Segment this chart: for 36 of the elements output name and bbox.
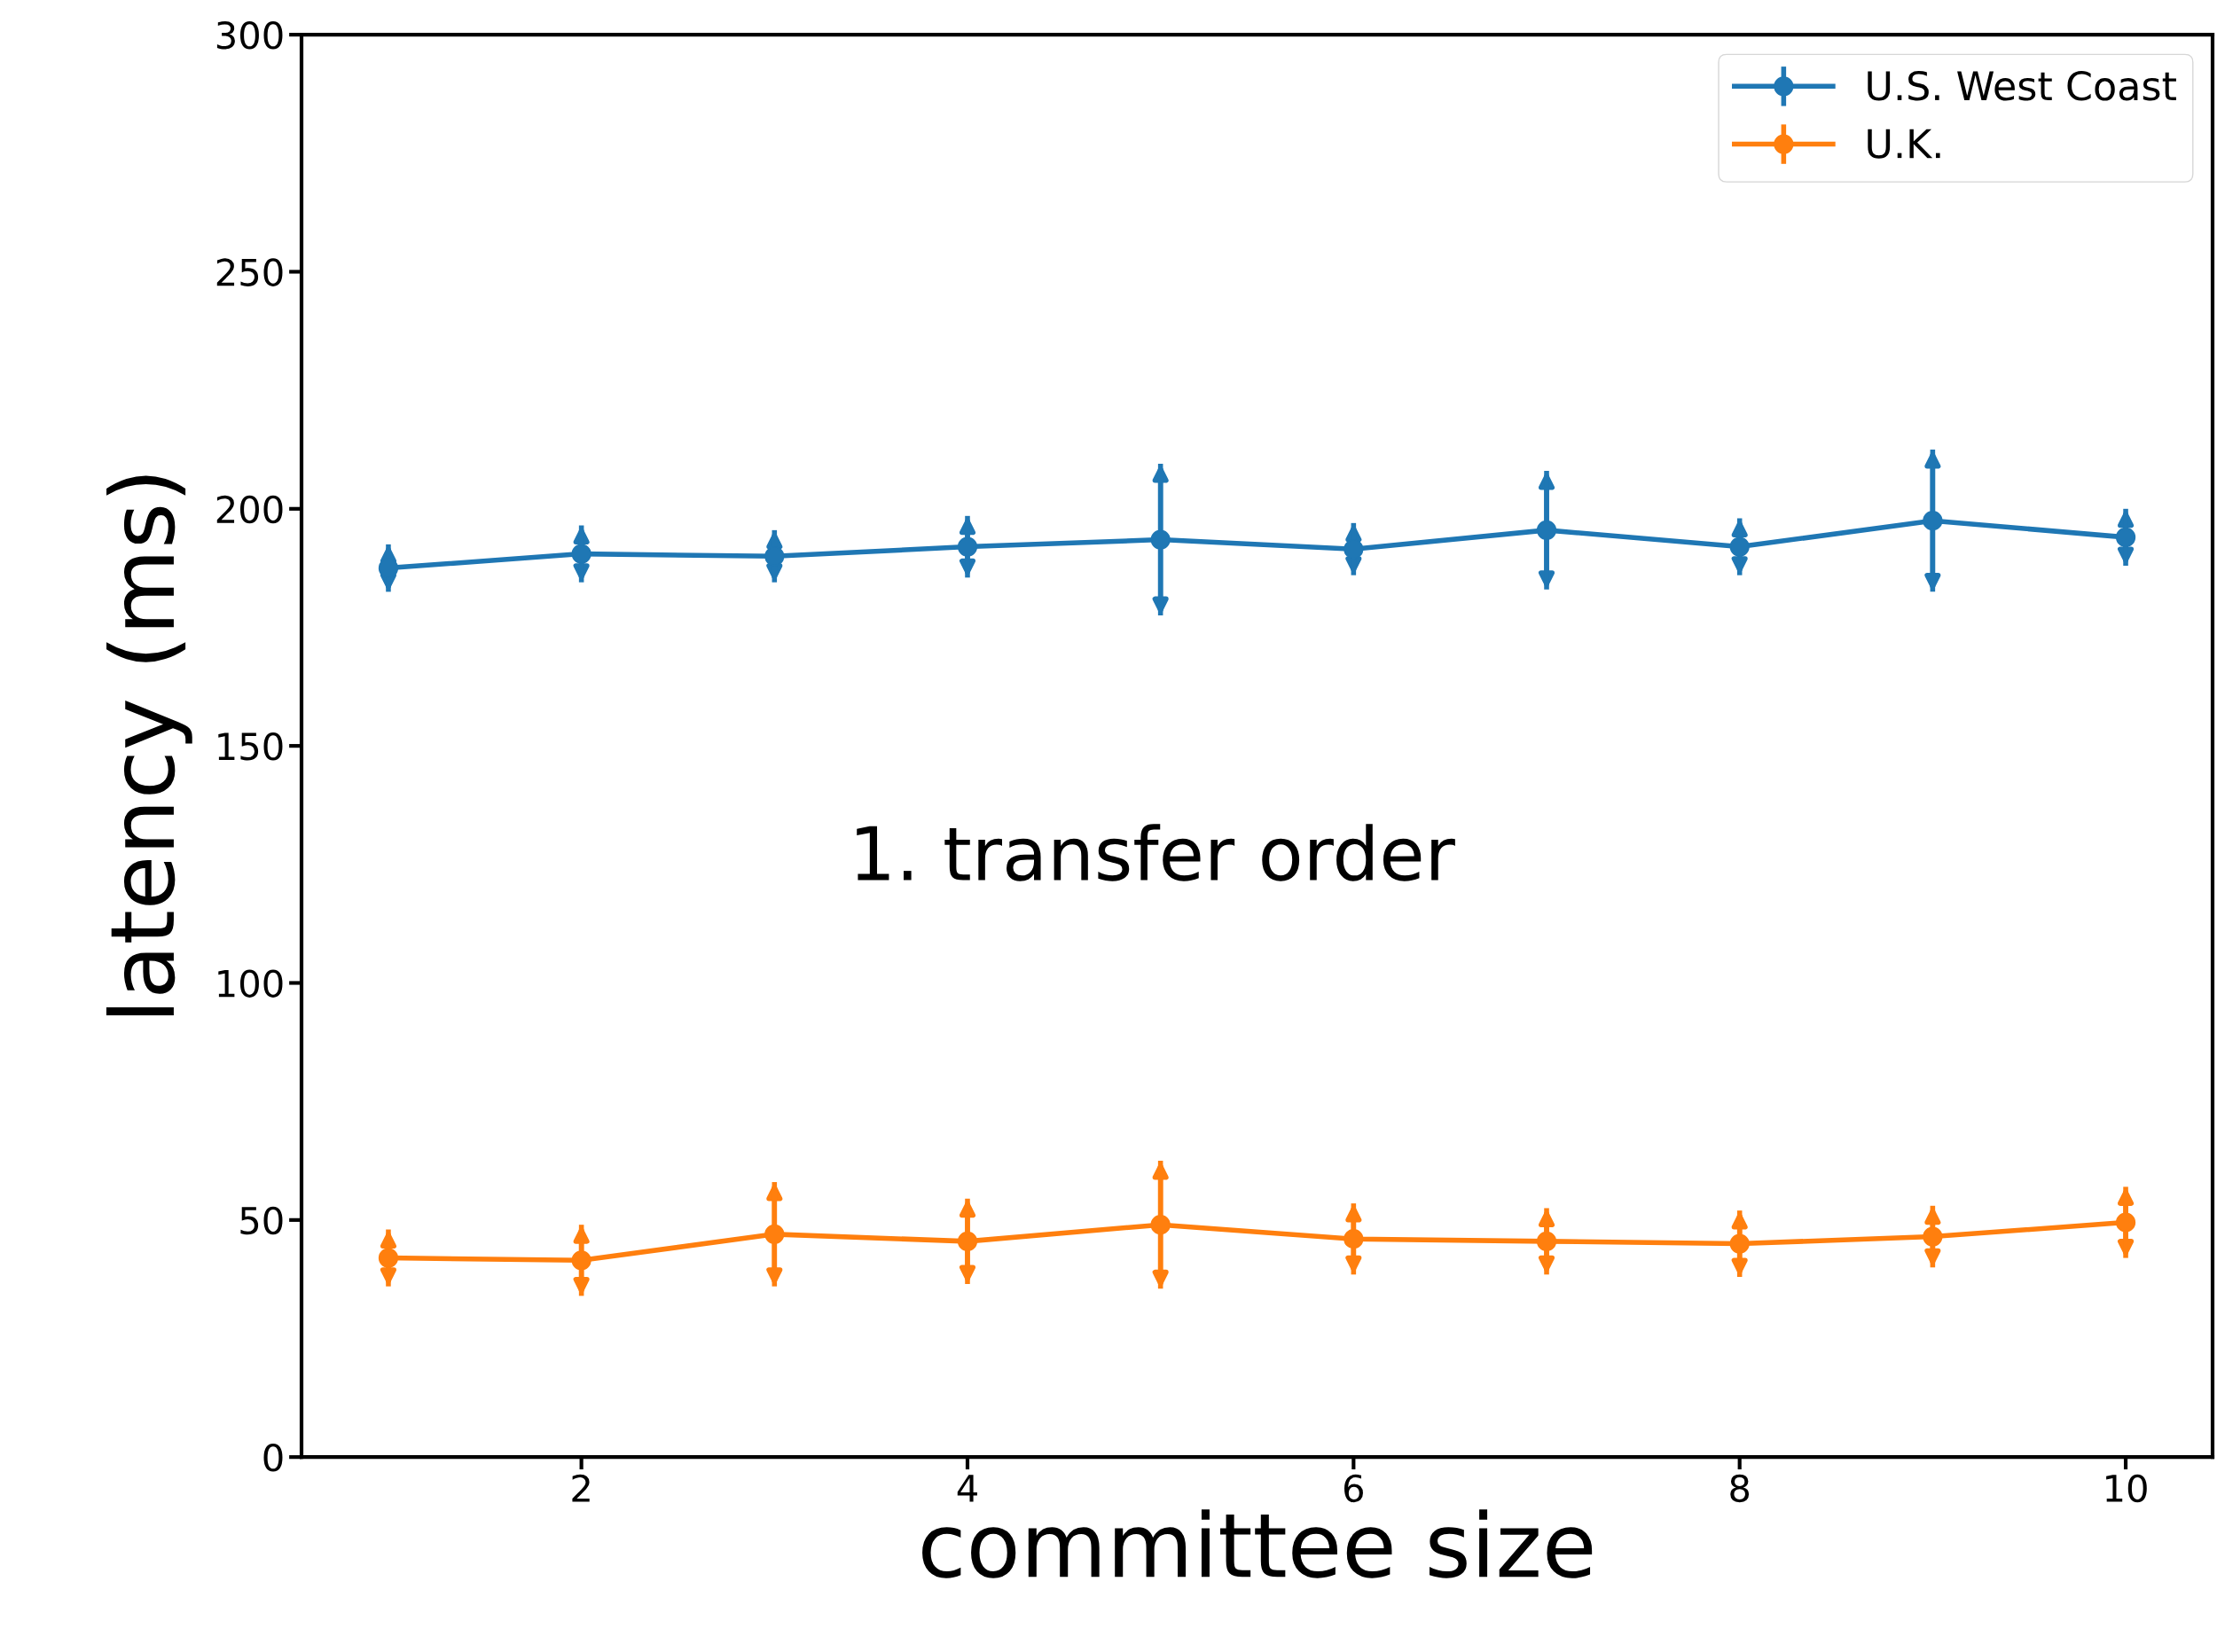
point (1150, 529, 1171, 550)
point (1344, 1229, 1364, 1249)
point (1923, 1226, 1943, 1247)
y-tick-label: 0 (263, 1444, 283, 1472)
point (957, 1231, 978, 1252)
point (1344, 539, 1364, 560)
y-axis-title: latency (ms) (106, 475, 192, 1016)
x-tick-label: 10 (2106, 1474, 2147, 1503)
point (1729, 536, 1750, 557)
x-tick-label: 2 (572, 1474, 590, 1502)
point (957, 536, 978, 557)
y-tick-label: 200 (216, 495, 283, 524)
y-tick-label: 50 (240, 1206, 283, 1235)
point (764, 546, 785, 567)
annotation: 1. transfer order (857, 824, 1455, 881)
legend-label: U.S. West Coast (1868, 70, 2176, 101)
point (1536, 1231, 1557, 1252)
point (1923, 511, 1943, 531)
point (378, 1248, 399, 1268)
x-tick-label: 6 (1344, 1474, 1363, 1503)
point (571, 1250, 591, 1271)
point (571, 544, 591, 564)
point (764, 1224, 785, 1244)
point (1729, 1233, 1750, 1254)
x-tick-label: 4 (957, 1475, 977, 1502)
y-tick-label: 100 (218, 969, 283, 998)
legend-label: U.K. (1868, 129, 1940, 159)
y-tick-label: 300 (216, 21, 283, 50)
x-axis-title: committee size (922, 1509, 1593, 1578)
point (1150, 1215, 1171, 1235)
point (1536, 520, 1557, 540)
x-tick-label: 8 (1730, 1474, 1750, 1503)
point (2115, 1212, 2136, 1233)
y-tick-label: 250 (216, 258, 283, 286)
point (2115, 527, 2136, 547)
y-tick-label: 150 (218, 732, 283, 761)
